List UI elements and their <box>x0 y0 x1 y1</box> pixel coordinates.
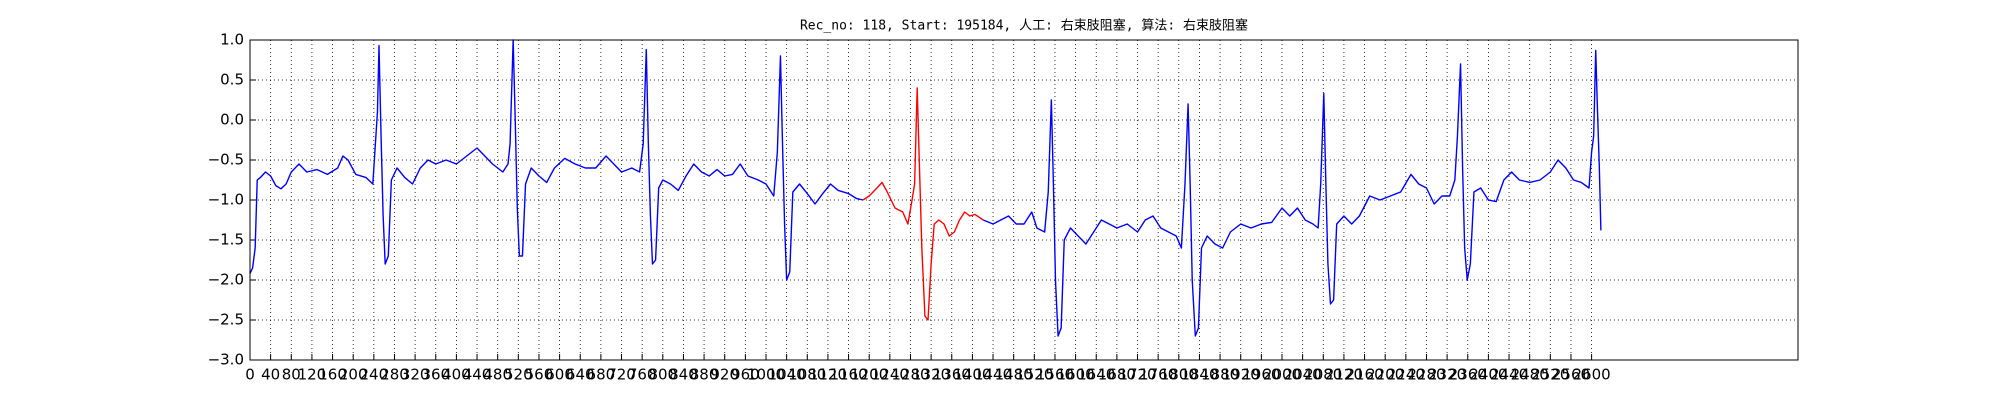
x-tick-label: 400 <box>442 366 471 384</box>
x-tick-label: 680 <box>587 366 616 384</box>
x-tick-label: 2480 <box>1511 366 1549 384</box>
x-tick-label: 1840 <box>1180 366 1218 384</box>
x-tick-label: 160 <box>318 366 347 384</box>
x-tick-label: 1440 <box>974 366 1012 384</box>
x-tick-label: 960 <box>731 366 760 384</box>
x-tick-label: 0 <box>245 366 255 384</box>
x-tick-label: 2520 <box>1531 366 1569 384</box>
x-tick-label: 1160 <box>829 366 867 384</box>
x-tick-label: 520 <box>504 366 533 384</box>
y-tick-label: 0.5 <box>220 71 244 89</box>
x-tick-label: 2320 <box>1428 366 1466 384</box>
x-tick-label: 1720 <box>1118 366 1156 384</box>
x-tick-label: 2240 <box>1387 366 1425 384</box>
x-tick-label: 2120 <box>1325 366 1363 384</box>
x-tick-label: 760 <box>628 366 657 384</box>
x-tick-label: 1800 <box>1160 366 1198 384</box>
x-tick-label: 320 <box>401 366 430 384</box>
x-tick-label: 560 <box>525 366 554 384</box>
x-tick-label: 200 <box>339 366 368 384</box>
x-tick-label: 2440 <box>1490 366 1528 384</box>
x-tick-label: 2600 <box>1573 366 1611 384</box>
x-tick-label: 1640 <box>1077 366 1115 384</box>
x-tick-label: 840 <box>669 366 698 384</box>
x-tick-label: 880 <box>690 366 719 384</box>
x-tick-label: 2280 <box>1407 366 1445 384</box>
x-tick-label: 1480 <box>995 366 1033 384</box>
x-tick-label: 1760 <box>1139 366 1177 384</box>
x-tick-label: 1120 <box>809 366 847 384</box>
x-tick-label: 2560 <box>1552 366 1590 384</box>
x-tick-label: 120 <box>298 366 327 384</box>
y-tick-label: −2.0 <box>208 271 244 289</box>
x-tick-label: 2160 <box>1345 366 1383 384</box>
x-tick-label: 1600 <box>1057 366 1095 384</box>
y-tick-label: −1.0 <box>208 191 244 209</box>
x-tick-label: 640 <box>566 366 595 384</box>
x-tick-label: 2360 <box>1449 366 1487 384</box>
x-tick-label: 1560 <box>1036 366 1074 384</box>
x-tick-label: 80 <box>282 366 301 384</box>
x-tick-label: 1520 <box>1015 366 1053 384</box>
y-tick-label: 1.0 <box>220 31 244 49</box>
x-tick-label: 280 <box>380 366 409 384</box>
x-tick-label: 1920 <box>1222 366 1260 384</box>
x-tick-label: 1680 <box>1098 366 1136 384</box>
ecg-line <box>249 39 1602 337</box>
y-tick-label: −2.5 <box>208 311 244 329</box>
ecg-line <box>862 87 984 321</box>
x-tick-label: 1320 <box>912 366 950 384</box>
chart-title: Rec_no: 118, Start: 195184, 人工: 右束肢阻塞, 算… <box>800 18 1248 34</box>
x-tick-label: 1960 <box>1242 366 1280 384</box>
x-tick-label: 2040 <box>1284 366 1322 384</box>
x-tick-label: 920 <box>710 366 739 384</box>
x-tick-label: 1240 <box>871 366 909 384</box>
x-tick-label: 480 <box>483 366 512 384</box>
plot-frame <box>249 39 1799 361</box>
x-tick-label: 1200 <box>850 366 888 384</box>
x-tick-label: 1400 <box>953 366 991 384</box>
y-tick-label: −1.5 <box>208 231 244 249</box>
y-tick-label: −3.0 <box>208 351 244 369</box>
x-tick-label: 40 <box>261 366 280 384</box>
x-tick-label: 2400 <box>1469 366 1507 384</box>
y-tick-label: 0.0 <box>220 111 244 129</box>
x-tick-label: 800 <box>648 366 677 384</box>
x-tick-label: 720 <box>607 366 636 384</box>
x-tick-label: 1040 <box>768 366 806 384</box>
y-tick-label: −0.5 <box>208 151 244 169</box>
x-tick-label: 360 <box>421 366 450 384</box>
x-tick-label: 600 <box>545 366 574 384</box>
x-tick-label: 240 <box>360 366 389 384</box>
x-tick-label: 1880 <box>1201 366 1239 384</box>
x-tick-label: 2000 <box>1263 366 1301 384</box>
x-tick-label: 1280 <box>891 366 929 384</box>
x-tick-label: 1360 <box>933 366 971 384</box>
x-tick-label: 2080 <box>1304 366 1342 384</box>
x-tick-label: 2200 <box>1366 366 1404 384</box>
x-tick-label: 440 <box>463 366 492 384</box>
x-tick-label: 1080 <box>788 366 826 384</box>
x-tick-label: 1000 <box>747 366 785 384</box>
